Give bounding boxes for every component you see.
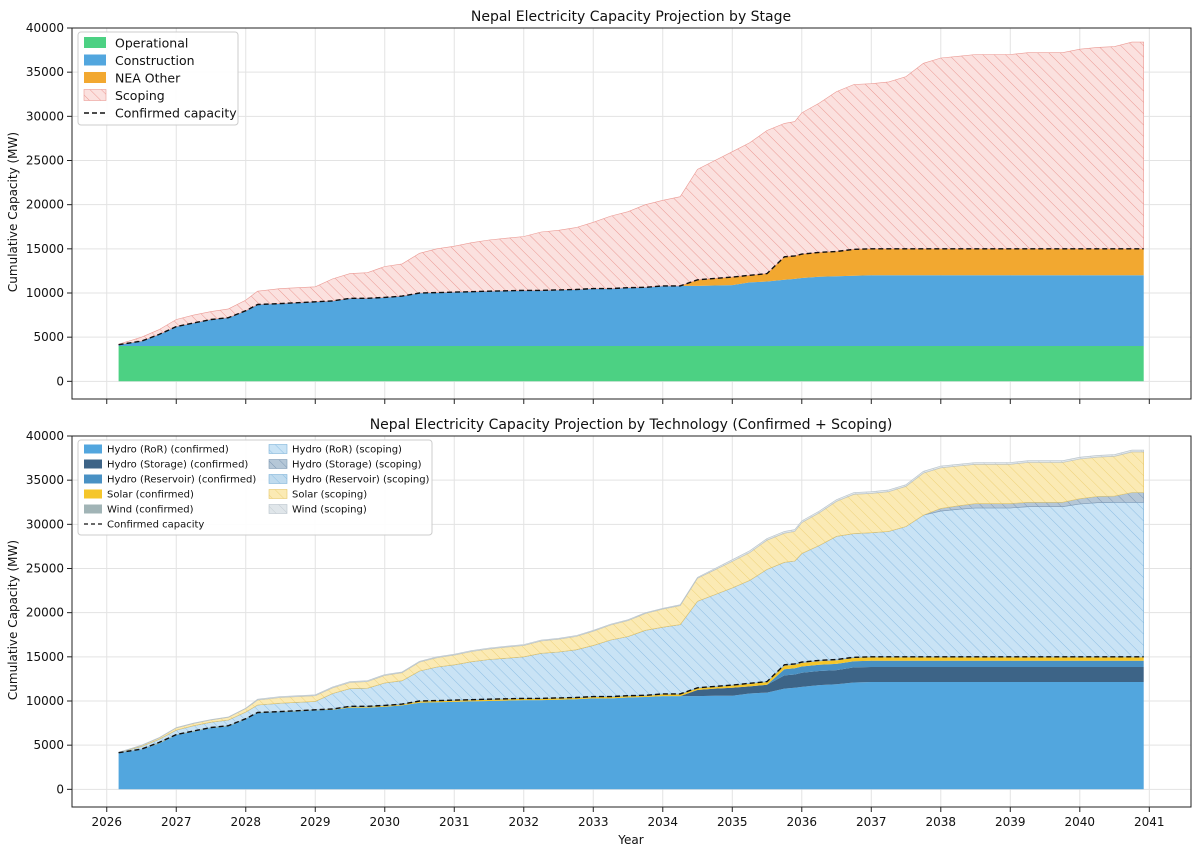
y-tick-label: 20000 [26, 606, 64, 620]
stage-chart-y-ticks: 0 5000 10000 15000 20000 25000 30000 35000 40000 [26, 21, 72, 388]
stage-chart-confirmed-line [118, 248, 1144, 346]
legend-swatch-hatch-hydro-reservoir-scoping [268, 474, 288, 484]
y-tick-label: 40000 [26, 21, 64, 35]
x-tick-label: 2033 [578, 815, 609, 829]
x-tick-label: 2030 [369, 815, 400, 829]
legend-label-wind-confirmed: Wind (confirmed) [107, 505, 194, 516]
technology-legend-box [77, 439, 433, 536]
y-tick-label: 10000 [26, 286, 64, 300]
legend-label-operational: Operational [115, 36, 188, 51]
stage-chart-x-ticks [106, 399, 1150, 404]
legend-swatch-hatch-scoping [83, 89, 107, 101]
y-tick-label: 15000 [26, 242, 64, 256]
area-hydro-storage-confirmed [118, 667, 1144, 754]
y-tick-label: 5000 [33, 738, 64, 752]
legend-swatch-hydro-storage-confirmed [84, 459, 102, 469]
x-tick-label: 2032 [508, 815, 539, 829]
x-tick-label: 2028 [230, 815, 261, 829]
y-tick-label: 30000 [26, 109, 64, 123]
area-operational [118, 346, 1144, 382]
technology-chart-legend: Hydro (RoR) (confirmed) Hydro (Storage) (… [77, 439, 433, 536]
x-tick-label: 2029 [300, 815, 331, 829]
y-tick-label: 30000 [26, 517, 64, 531]
legend-label-solar-scoping: Solar (scoping) [292, 490, 367, 501]
y-tick-label: 25000 [26, 562, 64, 576]
x-tick-label: 2040 [1065, 815, 1096, 829]
legend-swatch-hatch-hydro-ror-scoping [268, 444, 288, 454]
legend-swatch-hydro-reservoir-confirmed [84, 474, 102, 484]
x-tick-label: 2038 [926, 815, 957, 829]
stage-chart-y-axis-label: Cumulative Capacity (MW) [6, 132, 20, 292]
legend-swatch-solar-confirmed [84, 489, 102, 499]
area-construction [118, 275, 1144, 346]
legend-label-hydro-ror-scoping: Hydro (RoR) (scoping) [292, 445, 402, 456]
legend-label-hydro-storage-confirmed: Hydro (Storage) (confirmed) [107, 460, 248, 471]
legend-label-hydro-reservoir-confirmed: Hydro (Reservoir) (confirmed) [107, 475, 256, 486]
stage-chart-legend: Operational Construction NEA Other Scoping C… [77, 31, 239, 126]
technology-chart-title: Nepal Electricity Capacity Projection by… [370, 417, 893, 433]
x-tick-label: 2041 [1134, 815, 1165, 829]
technology-chart-panel: Nepal Electricity Capacity Projection by… [6, 417, 1192, 847]
y-tick-label: 0 [56, 374, 64, 388]
legend-swatch-operational [84, 37, 106, 48]
y-tick-label: 40000 [26, 429, 64, 443]
legend-swatch-hatch-solar-scoping [268, 489, 288, 499]
technology-chart-areas [118, 449, 1144, 790]
legend-swatch-wind-confirmed [84, 504, 102, 514]
stage-chart-title: Nepal Electricity Capacity Projection by… [471, 9, 791, 25]
legend-swatch-hatch-wind-scoping [268, 504, 288, 514]
x-tick-label: 2031 [439, 815, 470, 829]
stage-chart-frame [71, 27, 1192, 400]
legend-label-confirmed-capacity: Confirmed capacity [107, 520, 204, 531]
technology-chart-y-ticks: 0 5000 10000 15000 20000 25000 30000 35000 40000 [26, 429, 72, 796]
y-tick-label: 25000 [26, 154, 64, 168]
legend-label-hydro-storage-scoping: Hydro (Storage) (scoping) [292, 460, 422, 471]
y-tick-label: 35000 [26, 65, 64, 79]
area-hatch-wind-scoping [118, 449, 1144, 754]
area-nea-other [118, 248, 1144, 345]
legend-label-construction: Construction [115, 53, 195, 68]
legend-label-confirmed-capacity: Confirmed capacity [115, 106, 237, 121]
x-tick-label: 2027 [161, 815, 192, 829]
y-tick-label: 5000 [33, 330, 64, 344]
stage-chart-panel: Nepal Electricity Capacity Projection by… [6, 9, 1192, 404]
legend-swatch-nea-other [84, 72, 106, 83]
area-hydro-ror-confirmed [118, 682, 1144, 790]
legend-label-hydro-ror-confirmed: Hydro (RoR) (confirmed) [107, 445, 229, 456]
legend-label-wind-scoping: Wind (scoping) [292, 505, 367, 516]
legend-swatch-hydro-ror-confirmed [84, 444, 102, 454]
legend-swatch-construction [84, 54, 106, 66]
technology-chart-x-axis-label: Year [617, 833, 643, 847]
y-tick-label: 35000 [26, 473, 64, 487]
x-tick-label: 2036 [787, 815, 818, 829]
legend-label-scoping: Scoping [115, 88, 165, 103]
x-tick-label: 2037 [856, 815, 887, 829]
technology-chart-confirmed-line [118, 656, 1144, 754]
confirmed-capacity-line [118, 656, 1144, 754]
legend-label-nea-other: NEA Other [115, 71, 181, 86]
x-tick-label: 2035 [717, 815, 748, 829]
y-tick-label: 0 [56, 782, 64, 796]
x-tick-label: 2039 [995, 815, 1026, 829]
technology-chart-y-axis-label: Cumulative Capacity (MW) [6, 540, 20, 700]
technology-chart-x-ticks: 2026 2027 2028 2029 2030 2031 2032 2033 2034 2035… [91, 807, 1165, 829]
y-tick-label: 20000 [26, 198, 64, 212]
technology-chart-frame [71, 435, 1192, 808]
y-tick-label: 15000 [26, 650, 64, 664]
stage-chart-areas [118, 41, 1144, 382]
y-tick-label: 10000 [26, 694, 64, 708]
legend-label-hydro-reservoir-scoping: Hydro (Reservoir) (scoping) [292, 475, 430, 486]
legend-swatch-hatch-hydro-storage-scoping [268, 459, 288, 469]
x-tick-label: 2034 [648, 815, 679, 829]
legend-label-solar-confirmed: Solar (confirmed) [107, 490, 194, 501]
x-tick-label: 2026 [91, 815, 122, 829]
confirmed-capacity-line [118, 248, 1144, 346]
stage-legend-box [77, 31, 239, 126]
